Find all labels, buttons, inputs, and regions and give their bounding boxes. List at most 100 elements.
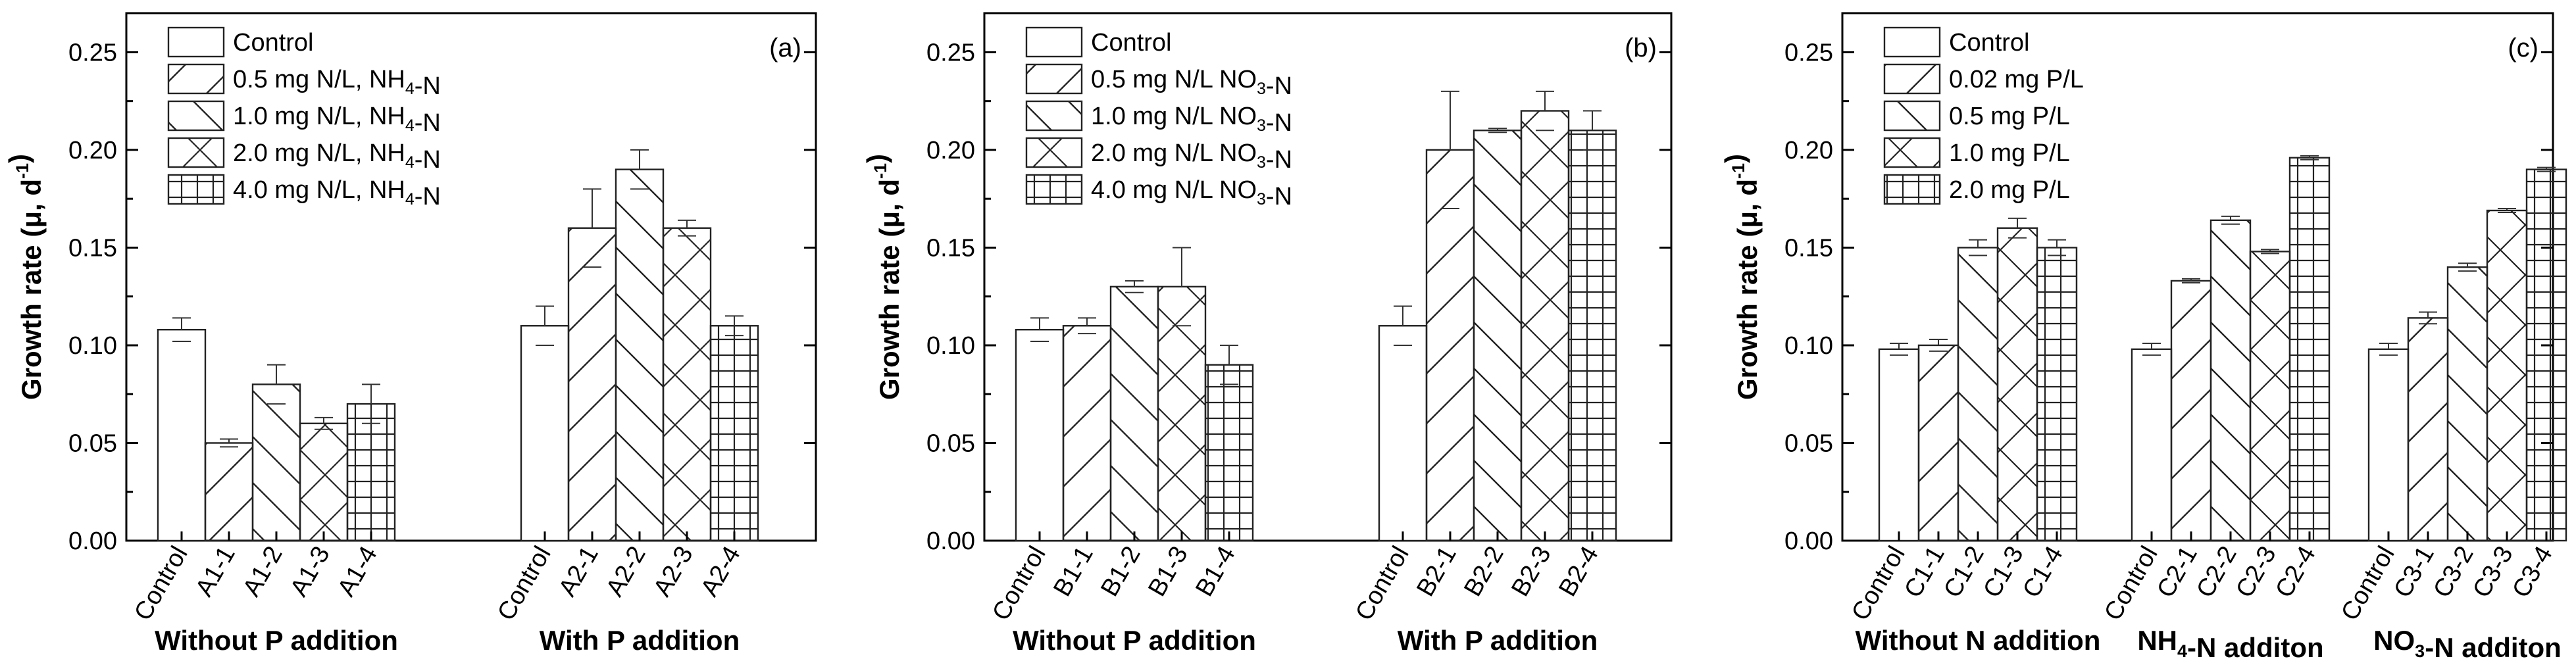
y-tick-label: 0.00	[926, 528, 975, 555]
x-tick-label: B2-1	[1411, 542, 1462, 602]
y-tick-label: 0.25	[68, 39, 117, 66]
y-axis-label: Growth rate (μ, d-1)	[1719, 154, 1763, 400]
bar	[1378, 325, 1428, 542]
legend-label: 0.5 mg N/L NO3-N	[1091, 66, 1292, 100]
bar	[2249, 251, 2291, 542]
bar	[520, 325, 570, 542]
legend-swatch	[167, 26, 225, 58]
bar	[1878, 348, 1920, 542]
group-label: NO3-N additon	[2373, 625, 2562, 663]
x-tick-label: B1-1	[1048, 542, 1099, 602]
x-tick-label: C3-1	[2388, 542, 2440, 602]
x-tick-label: A2-3	[648, 542, 699, 602]
group-label: With P addition	[540, 625, 740, 656]
y-tick-label: 0.10	[926, 332, 975, 360]
bar	[1917, 344, 1959, 542]
x-tick-label: B2-3	[1506, 542, 1557, 602]
x-tick-label: A1-4	[332, 542, 383, 602]
bar	[1015, 329, 1065, 542]
legend-swatch	[1025, 137, 1083, 168]
bar	[2486, 209, 2528, 542]
x-tick-label: A2-1	[553, 542, 604, 602]
bar	[2525, 168, 2567, 542]
bar	[1520, 110, 1570, 542]
bar	[662, 227, 712, 542]
legend-swatch	[1025, 174, 1083, 205]
bar	[204, 442, 254, 542]
legend: Control 0.02 mg P/L 0.5 mg P/L 1.0 mg P/L 2.…	[1883, 26, 2084, 205]
legend-label: 0.5 mg N/L, NH4-N	[233, 66, 441, 100]
chart-panel-b: 0.00 0.05 0.10 0.15 0.20 0.25 Growth rate (μ, …	[861, 12, 1673, 656]
legend-swatch	[167, 63, 225, 95]
bar	[2036, 247, 2078, 542]
legend-swatch	[1883, 100, 1941, 132]
x-tick-label: C3-4	[2507, 542, 2558, 602]
legend-swatch	[1025, 63, 1083, 95]
x-tick-label: Control	[129, 542, 193, 626]
y-tick-label: 0.25	[1784, 39, 1833, 66]
legend-label: Control	[1091, 29, 1172, 57]
x-tick-label: C1-1	[1899, 542, 1950, 602]
y-tick-label: 0.05	[1784, 430, 1833, 457]
legend-swatch	[1025, 26, 1083, 58]
bar	[2210, 219, 2252, 542]
bar	[615, 168, 665, 542]
x-tick-label: C2-1	[2152, 542, 2203, 602]
y-tick-label: 0.15	[68, 234, 117, 262]
legend-swatch	[1025, 100, 1083, 132]
bar	[1157, 285, 1207, 542]
y-axis-label: Growth rate (μ, d-1)	[861, 154, 905, 400]
x-tick-label: Control	[1846, 542, 1911, 626]
x-tick-label: C3-3	[2467, 542, 2519, 602]
x-tick-label: B2-2	[1459, 542, 1509, 602]
y-tick-label: 0.00	[68, 528, 117, 555]
x-tick-label: Control	[2099, 542, 2163, 626]
x-tick-label: C1-4	[2017, 542, 2069, 602]
legend-swatch	[1883, 63, 1941, 95]
legend-label: 4.0 mg N/L, NH4-N	[233, 176, 441, 210]
bar	[2407, 317, 2449, 542]
x-tick-label: B1-2	[1096, 542, 1146, 602]
bar	[251, 383, 301, 542]
group-label: Without N addition	[1856, 625, 2101, 656]
bar	[1957, 247, 1999, 542]
legend: Control 0.5 mg N/L, NH4-N1.0 mg N/L, NH4-…	[167, 26, 441, 210]
legend-label: Control	[233, 29, 314, 57]
x-tick-label: B1-3	[1143, 542, 1194, 602]
bar	[157, 329, 207, 542]
bar	[709, 325, 759, 542]
legend-label: 4.0 mg N/L NO3-N	[1091, 176, 1292, 210]
y-tick-label: 0.10	[68, 332, 117, 360]
y-tick-label: 0.20	[926, 137, 975, 164]
y-tick-label: 0.15	[1784, 234, 1833, 262]
x-tick-label: C1-2	[1938, 542, 1990, 602]
y-tick-label: 0.25	[926, 39, 975, 66]
legend-swatch	[167, 174, 225, 205]
x-tick-label: A2-4	[695, 542, 746, 602]
legend-swatch	[167, 137, 225, 168]
legend-swatch	[167, 100, 225, 132]
legend-swatch	[1883, 26, 1941, 58]
y-tick-label: 0.20	[68, 137, 117, 164]
panel-label: (a)	[769, 34, 801, 62]
legend-label: 1.0 mg N/L NO3-N	[1091, 103, 1292, 137]
bar	[1473, 130, 1523, 542]
x-tick-label: C3-2	[2428, 542, 2479, 602]
bar	[1567, 130, 1617, 542]
y-tick-label: 0.20	[1784, 137, 1833, 164]
plot-frame	[125, 12, 817, 542]
bar	[2131, 348, 2173, 542]
x-tick-label: Control	[987, 542, 1051, 626]
group-label: With P addition	[1398, 625, 1598, 656]
bar	[1204, 364, 1254, 542]
bar	[299, 422, 349, 542]
legend-label: 2.0 mg N/L NO3-N	[1091, 139, 1292, 174]
x-tick-label: C2-3	[2231, 542, 2282, 602]
bar	[2288, 157, 2331, 542]
legend-label: 0.5 mg P/L	[1949, 103, 2070, 130]
